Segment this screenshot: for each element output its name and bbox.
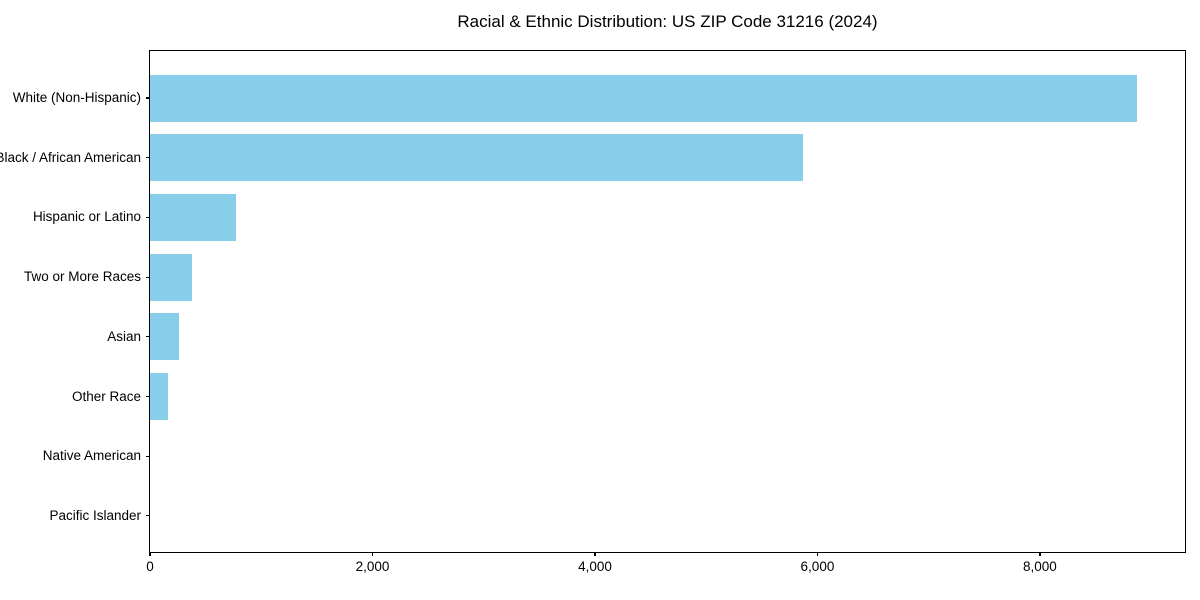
y-tick-label: Native American [42,448,141,464]
bar [150,134,803,182]
x-tick-label: 0 [146,559,154,574]
x-tick-label: 4,000 [578,559,612,574]
x-tick-label: 6,000 [800,559,835,574]
y-axis-tick [146,515,150,517]
y-tick-label: Black / African American [0,149,141,165]
plot-area: White (Non-Hispanic) Black / African Amer… [0,50,1186,574]
x-axis-tick [149,552,151,556]
x-axis-tick [816,552,819,556]
y-axis-tick [146,216,150,218]
x-axis-tick [1039,552,1041,556]
x-tick-label: 2,000 [355,559,390,574]
y-axis-tick [146,157,150,159]
bar [150,253,192,301]
bar [150,193,236,241]
y-axis-tick [146,395,150,398]
y-axis-tick [146,276,150,278]
y-tick-label: Two or More Races [23,269,141,285]
x-axis-tick [371,552,374,556]
y-tick-label: White (Non-Hispanic) [12,90,141,105]
chart-title: Racial & Ethnic Distribution: US ZIP Cod… [457,12,878,31]
y-tick-label: Asian [107,328,141,344]
bar [150,373,168,420]
y-tick-label: Other Race [71,388,141,404]
x-tick-label: 8,000 [1023,559,1057,574]
x-axis-tick [594,552,596,556]
y-tick-label: Pacific Islander [49,507,141,523]
y-axis-tick [146,455,150,457]
y-axis-tick [146,97,150,99]
y-axis-tick [146,336,150,338]
y-tick-label: Hispanic or Latino [32,209,141,225]
bar [150,313,180,361]
bar [150,74,1137,122]
